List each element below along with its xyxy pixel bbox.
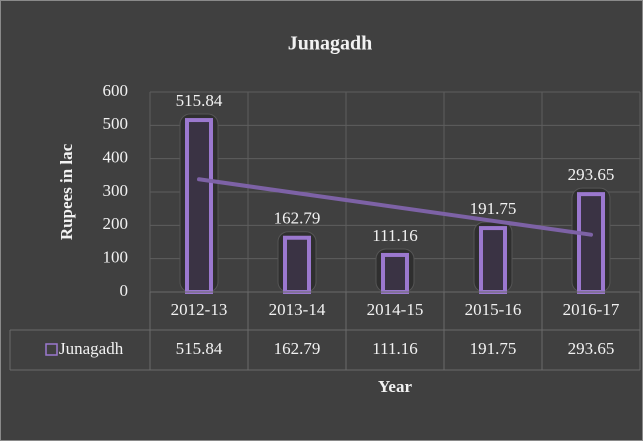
y-tick-label: 500 bbox=[103, 114, 129, 133]
x-tick-label: 2016-17 bbox=[563, 300, 620, 319]
table-value: 162.79 bbox=[274, 339, 321, 358]
table-value: 293.65 bbox=[568, 339, 615, 358]
x-tick-label: 2013-14 bbox=[269, 300, 326, 319]
data-label: 515.84 bbox=[176, 91, 223, 110]
y-axis-label: Rupees in lac bbox=[57, 143, 76, 240]
legend-label: Junagadh bbox=[59, 339, 124, 358]
data-label: 162.79 bbox=[274, 209, 321, 228]
legend-key bbox=[45, 343, 58, 356]
x-tick-label: 2014-15 bbox=[367, 300, 424, 319]
y-tick-label: 0 bbox=[120, 281, 129, 300]
trendline bbox=[197, 177, 593, 237]
table-value: 515.84 bbox=[176, 339, 223, 358]
data-label: 191.75 bbox=[470, 199, 517, 218]
table-value: 111.16 bbox=[372, 339, 418, 358]
x-axis-label: Year bbox=[378, 377, 412, 396]
y-tick-label: 600 bbox=[103, 81, 129, 100]
bar bbox=[479, 226, 507, 294]
chart-title: Junagadh bbox=[288, 33, 373, 55]
bar bbox=[577, 192, 605, 294]
y-tick-label: 100 bbox=[103, 248, 129, 267]
bar bbox=[283, 235, 311, 294]
data-label: 111.16 bbox=[372, 226, 418, 245]
y-tick-label: 200 bbox=[103, 214, 129, 233]
table-value: 191.75 bbox=[470, 339, 517, 358]
x-tick-label: 2012-13 bbox=[171, 300, 228, 319]
y-tick-label: 300 bbox=[103, 181, 129, 200]
x-tick-label: 2015-16 bbox=[465, 300, 522, 319]
bar bbox=[381, 252, 409, 295]
y-tick-label: 400 bbox=[103, 148, 129, 167]
data-label: 293.65 bbox=[568, 165, 615, 184]
bar bbox=[185, 118, 213, 295]
